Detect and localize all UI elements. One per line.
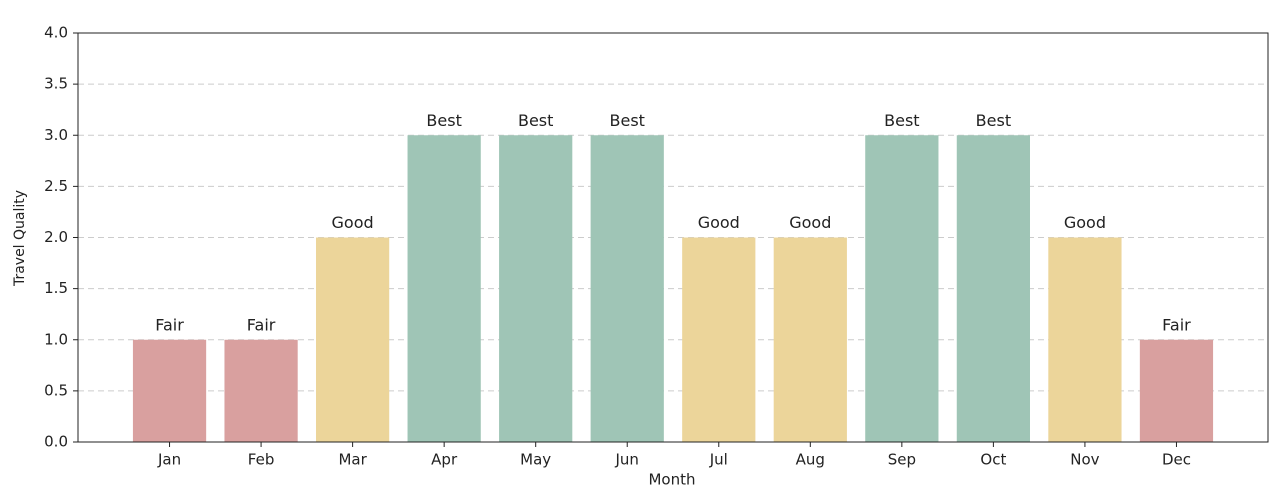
y-tick-label: 1.5 (44, 279, 68, 297)
y-tick-label: 1.0 (44, 330, 68, 348)
x-tick-label: Jul (709, 451, 728, 469)
value-label: Good (698, 213, 740, 232)
value-label: Fair (155, 315, 184, 334)
bar (1048, 237, 1122, 442)
value-label: Fair (247, 315, 276, 334)
bar (682, 237, 756, 442)
x-tick-label: May (520, 451, 551, 469)
x-axis-label: Month (648, 471, 695, 489)
x-tick-label: Jan (157, 451, 181, 469)
x-tick-label: Aug (796, 451, 825, 469)
value-label: Good (789, 213, 831, 232)
x-tick-label: Feb (248, 451, 275, 469)
y-tick-label: 3.0 (44, 126, 68, 144)
x-tick-label: Nov (1070, 451, 1099, 469)
x-tick-label: Dec (1162, 451, 1191, 469)
x-tick-label: Mar (338, 451, 367, 469)
value-label: Best (976, 111, 1011, 130)
x-tick-label: Jun (615, 451, 639, 469)
y-tick-label: 0.0 (44, 433, 68, 451)
y-tick-label: 4.0 (44, 24, 68, 42)
value-label: Good (332, 213, 374, 232)
bar (773, 237, 847, 442)
y-tick-label: 2.0 (44, 228, 68, 246)
bar (316, 237, 390, 442)
value-label: Best (426, 111, 461, 130)
value-label: Best (518, 111, 553, 130)
value-label: Fair (1162, 315, 1191, 334)
x-tick-label: Oct (980, 451, 1006, 469)
bar (590, 135, 664, 442)
x-tick-label: Sep (888, 451, 916, 469)
y-axis-label: Travel Quality (12, 190, 28, 287)
y-tick-label: 3.5 (44, 75, 68, 93)
bar (499, 135, 573, 442)
x-tick-label: Apr (431, 451, 458, 469)
value-label: Good (1064, 213, 1106, 232)
bar (865, 135, 939, 442)
bar (1139, 339, 1214, 442)
value-label: Best (610, 111, 645, 130)
value-label: Best (884, 111, 919, 130)
bar (132, 339, 207, 442)
y-tick-label: 2.5 (44, 177, 68, 195)
bar (956, 135, 1030, 442)
bar (224, 339, 298, 442)
y-tick-label: 0.5 (44, 381, 68, 399)
plot-frame (77, 32, 1269, 443)
bar (407, 135, 481, 442)
